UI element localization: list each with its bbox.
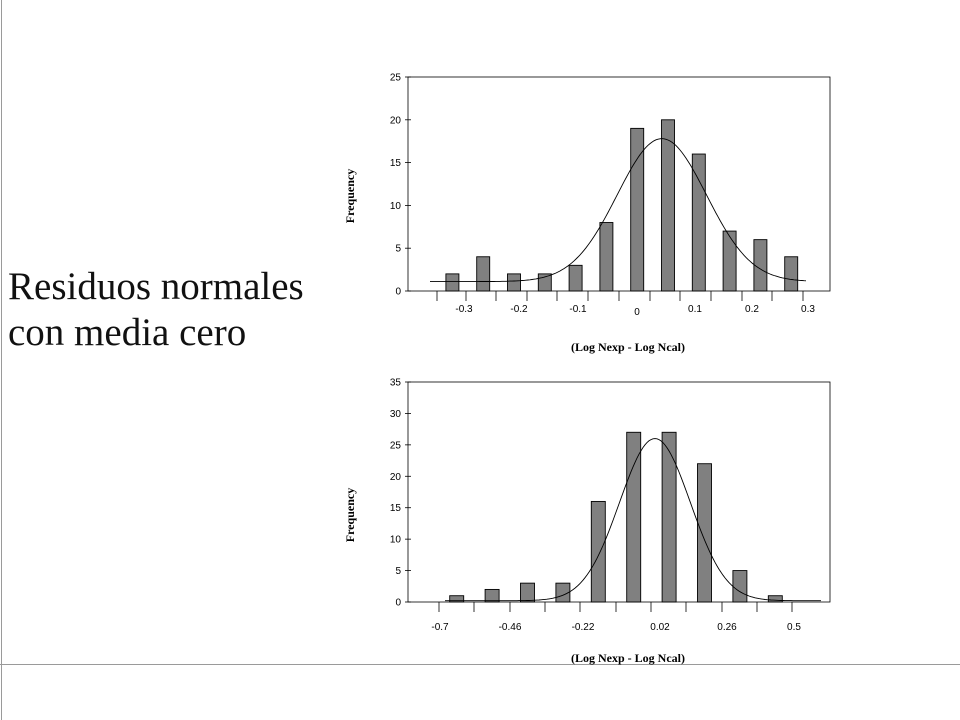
histogram-bar [661, 119, 675, 292]
slide-title-line-2: con media cero [8, 311, 247, 354]
slide-title: Residuos normales con media cero [8, 264, 348, 356]
histogram-bar [691, 153, 706, 292]
y-tick-label: 5 [395, 566, 401, 577]
y-tick-label: 25 [390, 73, 402, 84]
y-tick-label: 10 [390, 201, 402, 212]
chart-2: 0 5 10 15 20 25 30 35 -0.7 -0.46 -0.22 0.02 0.26 0.5 (… [343, 378, 831, 665]
histogram-bar [722, 230, 737, 292]
x-tick-label: 0.26 [717, 622, 737, 633]
slide-left-border [1, 0, 2, 720]
x-tick-label: -0.1 [569, 304, 587, 315]
x-tick-label: 0 [634, 307, 640, 318]
slide-title-line-1: Residuos normales [8, 265, 304, 308]
y-tick-label: 10 [390, 535, 402, 546]
histogram-bar [661, 431, 677, 603]
histogram-bar [507, 273, 521, 292]
histogram-bar [555, 582, 571, 603]
y-tick-label: 5 [395, 244, 401, 255]
x-tick-label: 0.1 [688, 304, 702, 315]
histogram-bar [449, 595, 465, 603]
histogram-bar [484, 588, 500, 603]
normal-curve [430, 138, 807, 283]
histogram-bar [599, 222, 614, 292]
y-tick-label: 15 [390, 503, 402, 514]
y-tick-label: 0 [395, 598, 401, 609]
histogram-bar [537, 273, 552, 292]
x-axis-title: (Log Nexp - Log Ncal) [571, 340, 685, 354]
x-axis-title: (Log Nexp - Log Ncal) [571, 651, 685, 665]
x-tick-label: -0.46 [499, 622, 522, 633]
y-tick-label: 20 [390, 115, 402, 126]
normal-curve [445, 438, 821, 602]
y-tick-label: 35 [390, 378, 402, 389]
x-tick-label: -0.3 [455, 304, 473, 315]
histogram-bar [445, 273, 460, 292]
histogram-bar [520, 582, 535, 603]
x-tick-label: -0.22 [572, 622, 595, 633]
x-tick-label: 0.02 [650, 622, 670, 633]
x-tick-label: -0.2 [510, 304, 528, 315]
y-tick-label: 20 [390, 472, 402, 483]
y-tick-label: 25 [390, 440, 402, 451]
x-tick-label: 0.3 [801, 304, 815, 315]
histogram-bar [590, 500, 606, 603]
x-tick-label: -0.7 [431, 622, 449, 633]
x-tick-label: 0.5 [787, 622, 801, 633]
histogram-bar [630, 127, 645, 292]
histogram-bar [767, 595, 783, 603]
histogram-bar [626, 431, 642, 603]
y-tick-label: 30 [390, 409, 402, 420]
slide-bottom-rule [0, 664, 960, 665]
histogram-bar [784, 256, 799, 292]
y-tick-label: 15 [390, 158, 402, 169]
histogram-bar [732, 570, 748, 603]
histogram-bar [568, 264, 583, 292]
x-tick-label: 0.2 [745, 304, 759, 315]
y-tick-label: 0 [395, 287, 401, 298]
histogram-bar [476, 256, 491, 292]
histogram-bar [753, 239, 768, 292]
y-axis-title: Frequency [343, 169, 357, 223]
y-axis-title: Frequency [343, 488, 357, 542]
histogram-bar [697, 463, 712, 603]
chart-1: 0 5 10 15 20 25 -0.3 -0.2 -0.1 0 0.1 0.2 0.3 (Log Nex… [343, 73, 831, 354]
plot-frame [407, 381, 831, 603]
